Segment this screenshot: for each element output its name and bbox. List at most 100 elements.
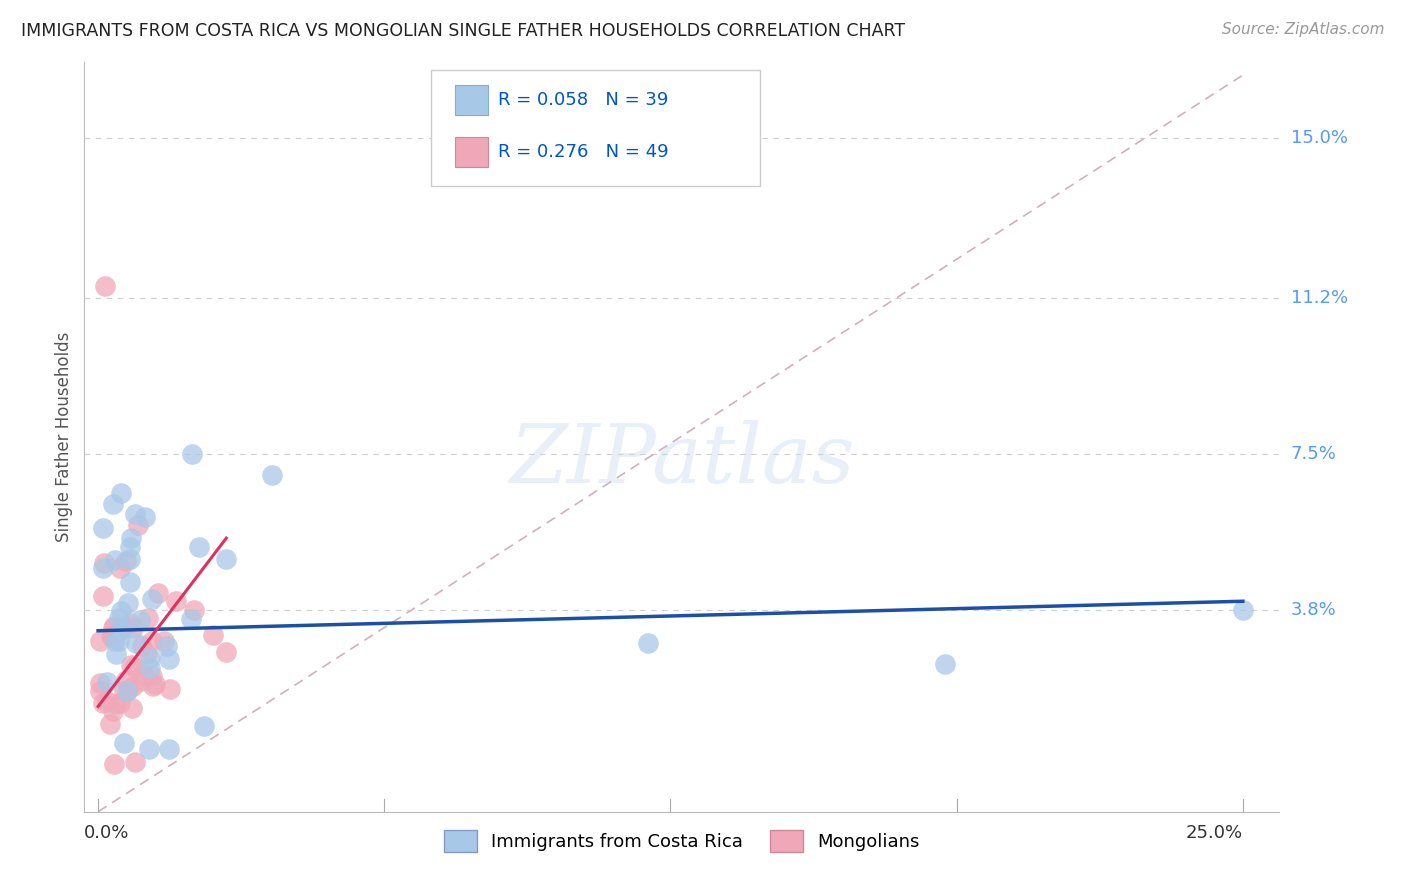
Point [110,696,132,710]
Point [153,633,176,648]
Point [129,613,152,627]
Point [122,660,145,674]
Text: 7.5%: 7.5% [1291,445,1337,463]
Point [117,683,139,698]
Point [108,611,131,625]
Point [100,629,122,643]
Point [98,717,121,731]
Point [139,651,162,665]
Text: R = 0.058   N = 39: R = 0.058 N = 39 [498,91,668,109]
Text: 11.2%: 11.2% [1291,289,1348,307]
Point [104,697,127,711]
Point [93,556,115,570]
Point [115,673,138,688]
Point [96,694,118,708]
Text: Source: ZipAtlas.com: Source: ZipAtlas.com [1222,22,1385,37]
Point [165,594,187,608]
Point [91,560,114,574]
Point [110,604,132,618]
Point [89,634,111,648]
Point [934,657,956,672]
Point [115,554,138,568]
Point [103,618,125,632]
Point [101,498,124,512]
Point [103,757,125,772]
Point [104,552,127,566]
Point [193,718,215,732]
Text: 15.0%: 15.0% [1291,129,1347,147]
Point [124,507,146,521]
Point [138,741,160,756]
Point [101,704,124,718]
Point [156,640,179,654]
Text: 25.0%: 25.0% [1185,824,1243,842]
Point [91,520,114,534]
Point [120,657,142,672]
Point [187,540,209,554]
Point [181,447,204,461]
Point [134,510,156,524]
Text: 3.8%: 3.8% [1291,600,1336,619]
Point [93,278,115,293]
FancyBboxPatch shape [432,70,759,186]
Point [115,684,138,698]
Point [104,634,127,648]
Point [112,683,135,698]
Point [157,741,180,756]
Y-axis label: Single Father Households: Single Father Households [55,332,73,542]
Point [120,616,142,631]
Point [142,680,165,694]
Point [141,634,163,648]
Point [104,629,127,643]
Point [120,540,142,554]
Point [121,679,143,693]
Point [136,647,159,661]
Point [183,602,205,616]
Point [141,592,163,607]
Point [104,648,127,662]
Point [121,700,143,714]
Legend: Immigrants from Costa Rica, Mongolians: Immigrants from Costa Rica, Mongolians [437,822,927,859]
Point [91,589,114,603]
Point [136,611,159,625]
Point [143,677,166,691]
Point [146,586,169,600]
Point [637,636,659,650]
FancyBboxPatch shape [456,85,488,115]
Point [132,668,155,682]
Point [108,560,131,574]
Point [141,669,163,683]
Point [110,486,132,500]
Point [127,518,149,533]
Point [112,621,135,635]
Point [96,675,118,690]
Point [180,612,202,626]
Text: R = 0.276   N = 49: R = 0.276 N = 49 [498,144,668,161]
Text: IMMIGRANTS FROM COSTA RICA VS MONGOLIAN SINGLE FATHER HOUSEHOLDS CORRELATION CHA: IMMIGRANTS FROM COSTA RICA VS MONGOLIAN … [21,22,905,40]
Point [139,661,162,675]
Point [159,652,181,666]
Point [111,622,134,636]
Point [120,552,142,566]
Point [262,467,284,482]
Point [201,628,224,642]
Point [101,630,124,644]
Point [131,639,153,653]
FancyBboxPatch shape [456,137,488,168]
Text: ZIPatlas: ZIPatlas [509,419,855,500]
Point [93,696,115,710]
Point [215,645,238,659]
Point [112,736,135,750]
Point [108,634,131,648]
Point [89,684,111,698]
Point [1232,602,1254,616]
Point [107,625,129,640]
Point [124,755,146,769]
Point [215,552,238,566]
Point [89,676,111,690]
Point [122,622,145,636]
Point [101,621,124,635]
Text: 0.0%: 0.0% [84,824,129,842]
Point [159,681,181,696]
Point [129,674,152,689]
